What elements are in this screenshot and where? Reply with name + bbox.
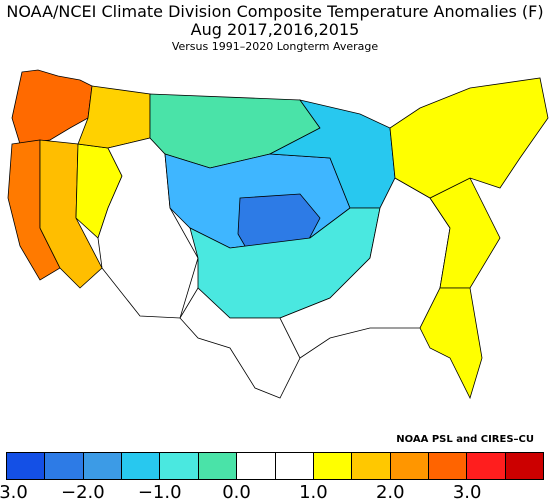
legend-tick-label: −1.0 [137,482,182,503]
legend-swatch-5 [198,453,238,479]
legend-tick-label: −3.0 [0,482,28,503]
legend-swatch-8 [313,453,353,479]
legend-tick-label: 3.0 [452,482,482,503]
figure-subtitle: Versus 1991–2020 Longterm Average [171,40,379,53]
data-credit: NOAA PSL and CIRES–CU [396,434,534,445]
legend-swatch-6 [237,453,276,479]
legend-tick-label: −2.0 [60,482,105,503]
legend-swatch-12 [467,453,506,479]
region-florida [419,287,483,400]
region-pacific-northwest [11,69,93,145]
figure-title: NOAA/NCEI Climate Division Composite Tem… [6,2,544,21]
legend-swatch-4 [160,453,199,479]
region-new-england [389,77,549,199]
legend-swatch-1 [45,453,84,479]
region-texas [179,287,301,399]
legend-tick-label: 0.0 [222,482,251,503]
color-scale-legend [6,452,544,480]
legend-swatch-10 [390,453,429,479]
legend-swatch-3 [122,453,161,479]
legend-swatch-9 [352,453,391,479]
legend-swatch-7 [275,453,314,479]
legend-swatch-13 [505,453,544,479]
legend-swatch-2 [83,453,123,479]
legend-swatch-11 [428,453,468,479]
us-climate-division-map [7,69,549,400]
legend-tick-label: 1.0 [299,482,328,503]
legend-swatch-0 [7,453,46,479]
legend-tick-label: 2.0 [375,482,405,503]
figure-period: Aug 2017,2016,2015 [190,20,360,39]
